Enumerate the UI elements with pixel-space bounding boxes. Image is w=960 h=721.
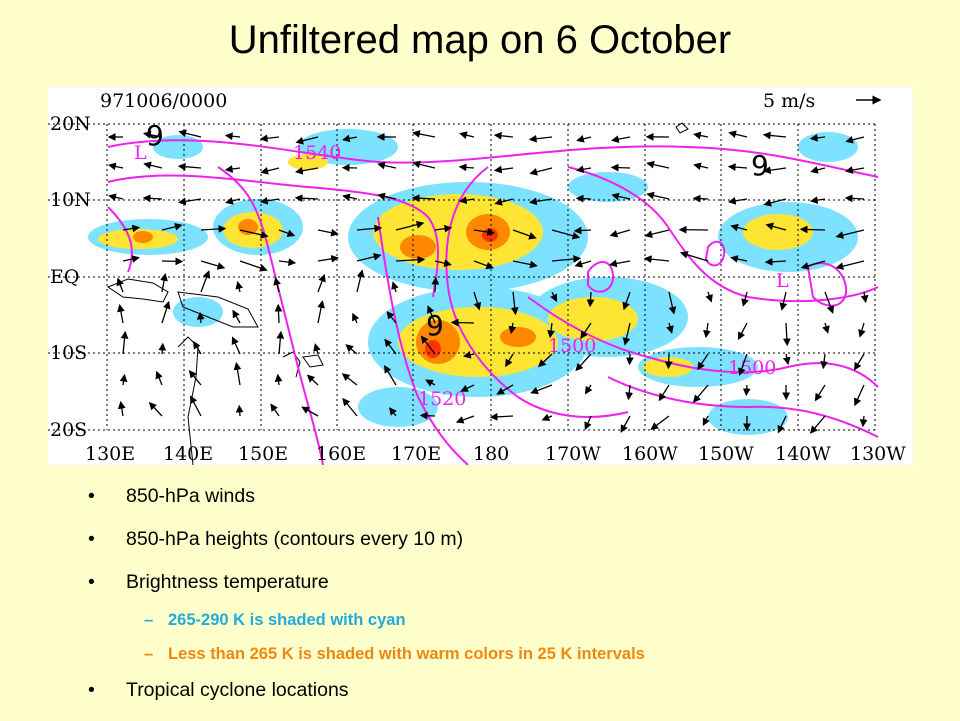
lon-label: 170E xyxy=(391,443,441,465)
weather-map: 1540 1500 1500 1520 L L 9 9 9 971006/000… xyxy=(48,87,913,465)
wind-arrow xyxy=(668,354,669,368)
wind-arrow xyxy=(452,322,474,323)
bullet-text: Tropical cyclone locations xyxy=(126,679,349,701)
scale-label: 5 m/s xyxy=(763,90,815,112)
lat-label: EQ xyxy=(50,266,79,288)
low-pressure-marker: L xyxy=(776,270,789,292)
bullet-list: •850-hPa winds •850-hPa heights (contour… xyxy=(88,484,948,721)
contour-label: 1520 xyxy=(418,388,466,410)
wind-arrow xyxy=(746,385,747,395)
lon-label: 130E xyxy=(85,443,135,465)
wind-arrow xyxy=(421,415,435,416)
lon-label: 140W xyxy=(775,443,831,465)
date-label: 971006/0000 xyxy=(100,90,227,112)
lon-label: 180 xyxy=(473,443,509,465)
lat-label: 10S xyxy=(50,342,87,364)
contour-label: 1540 xyxy=(293,142,341,164)
lat-label: 10N xyxy=(50,189,91,211)
weather-map-svg: 1540 1500 1500 1520 L L 9 9 9 971006/000… xyxy=(48,87,913,465)
wind-arrow xyxy=(577,198,591,199)
bullet-text: 850-hPa winds xyxy=(126,485,255,507)
wind-arrow xyxy=(162,261,182,262)
wind-arrow xyxy=(278,305,279,323)
slide-title: Unfiltered map on 6 October xyxy=(0,18,960,63)
wind-arrow xyxy=(694,198,708,199)
lon-label: 140E xyxy=(163,443,213,465)
lon-label: 150W xyxy=(698,443,754,465)
lat-label: 20S xyxy=(50,419,87,441)
wind-arrow xyxy=(590,292,591,306)
bullet-text: 850-hPa heights (contours every 10 m) xyxy=(126,528,463,550)
contour-label: 1500 xyxy=(728,357,776,379)
wind-arrow xyxy=(435,278,436,292)
contour-label: 1500 xyxy=(548,335,596,357)
lon-label: 160W xyxy=(622,443,678,465)
bullet-item: •Tropical cyclone locations xyxy=(88,678,948,721)
wind-arrow xyxy=(239,406,240,416)
lon-label: 170W xyxy=(545,443,601,465)
wind-arrow xyxy=(801,229,825,230)
lon-label: 150E xyxy=(238,443,288,465)
sub-bullet-item: –Less than 265 K is shaded with warm col… xyxy=(88,642,948,678)
wind-arrow xyxy=(200,313,201,323)
bullet-item: •850-hPa heights (contours every 10 m) xyxy=(88,527,948,570)
bullet-text: Brightness temperature xyxy=(126,571,329,593)
lon-label: 160E xyxy=(316,443,366,465)
bullet-item: •850-hPa winds xyxy=(88,484,948,527)
tropical-cyclone-symbol: 9 xyxy=(426,309,444,342)
wind-arrow xyxy=(612,167,630,168)
lat-label: 20N xyxy=(50,113,91,135)
lon-label: 130W xyxy=(850,443,906,465)
sub-bullet-item: –265-290 K is shaded with cyan xyxy=(88,608,948,642)
bullet-item: •Brightness temperature xyxy=(88,570,948,608)
tropical-cyclone-symbol: 9 xyxy=(751,149,769,182)
wind-arrow xyxy=(575,230,591,231)
wind-arrow xyxy=(162,344,163,354)
sub-bullet-text: 265-290 K is shaded with cyan xyxy=(168,611,406,629)
sub-bullet-text: Less than 265 K is shaded with warm colo… xyxy=(168,645,645,663)
